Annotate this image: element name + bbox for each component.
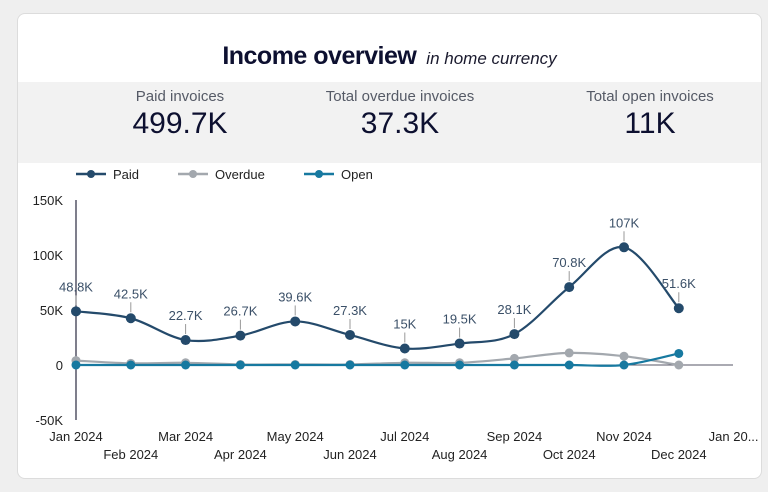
- legend-marker-overdue: [189, 170, 197, 178]
- y-tick-label: -50K: [36, 413, 64, 428]
- kpi-band: Paid invoices 499.7K Total overdue invoi…: [18, 82, 761, 163]
- paid-data-label: 28.1K: [497, 302, 531, 317]
- kpi-open: Total open invoices 11K: [530, 88, 761, 141]
- y-tick-label: 50K: [40, 303, 63, 318]
- open-point: [126, 360, 136, 370]
- open-point: [564, 360, 574, 370]
- legend-label-paid: Paid: [113, 167, 139, 182]
- overdue-point: [619, 351, 629, 361]
- paid-data-label: 19.5K: [443, 312, 477, 327]
- x-tick-label: Apr 2024: [214, 447, 267, 462]
- income-overview-card: Income overview in home currency Paid inv…: [17, 13, 762, 479]
- paid-data-label: 26.7K: [223, 304, 257, 319]
- open-point: [345, 360, 355, 370]
- paid-point: [180, 335, 191, 346]
- open-point: [181, 360, 191, 370]
- x-tick-label: Nov 2024: [596, 429, 652, 444]
- x-tick-label: Jan 2024: [49, 429, 103, 444]
- x-tick-label: Oct 2024: [543, 447, 596, 462]
- paid-point: [399, 343, 410, 354]
- open-point: [674, 348, 684, 358]
- paid-point: [345, 329, 355, 340]
- kpi-label: Total open invoices: [586, 88, 714, 105]
- x-tick-label: May 2024: [267, 429, 324, 444]
- open-point: [71, 360, 81, 370]
- x-tick-label: Jul 2024: [380, 429, 429, 444]
- legend-label-open: Open: [341, 167, 373, 182]
- paid-data-label: 48.8K: [59, 279, 93, 294]
- open-point: [455, 360, 465, 370]
- open-point: [400, 360, 410, 370]
- paid-point: [125, 313, 136, 324]
- x-tick-label: Feb 2024: [103, 447, 158, 462]
- x-tick-label: Dec 2024: [651, 447, 707, 462]
- paid-data-label: 39.6K: [278, 289, 312, 304]
- overdue-point: [564, 348, 574, 358]
- paid-point: [564, 282, 575, 293]
- x-tick-label: Aug 2024: [432, 447, 488, 462]
- paid-data-label: 15K: [393, 317, 416, 332]
- paid-data-label: 22.7K: [169, 308, 203, 323]
- legend-label-overdue: Overdue: [215, 167, 265, 182]
- title-main: Income overview: [222, 42, 417, 70]
- card-title: Income overview in home currency: [18, 42, 761, 71]
- paid-point: [290, 316, 301, 327]
- paid-data-label: 42.5K: [114, 286, 148, 301]
- y-tick-label: 150K: [33, 193, 64, 208]
- paid-point: [454, 338, 465, 349]
- y-tick-label: 100K: [33, 248, 64, 263]
- kpi-overdue: Total overdue invoices 37.3K: [280, 88, 520, 141]
- kpi-value: 499.7K: [132, 107, 228, 140]
- x-tick-label: Sep 2024: [487, 429, 543, 444]
- paid-data-label: 107K: [609, 215, 640, 230]
- paid-point: [71, 306, 81, 317]
- open-point: [509, 360, 519, 370]
- paid-data-label: 51.6K: [662, 276, 696, 291]
- paid-point: [235, 330, 246, 341]
- legend-marker-open: [315, 170, 323, 178]
- paid-data-label: 70.8K: [552, 255, 586, 270]
- series-line-open: [76, 352, 680, 367]
- kpi-label: Total overdue invoices: [325, 88, 475, 105]
- open-point: [235, 360, 245, 370]
- overdue-point: [509, 353, 519, 363]
- kpi-value: 11K: [624, 107, 676, 140]
- open-point: [619, 360, 629, 370]
- paid-data-label: 27.3K: [333, 303, 367, 318]
- open-point: [290, 360, 300, 370]
- paid-point: [673, 303, 684, 314]
- kpi-label: Paid invoices: [135, 88, 225, 105]
- legend-marker-paid: [87, 170, 95, 178]
- series-line-overdue: [75, 351, 679, 367]
- series-line-paid: [75, 246, 680, 350]
- paid-point: [509, 329, 520, 340]
- x-tick-label: Mar 2024: [158, 429, 213, 444]
- paid-point: [619, 242, 629, 253]
- kpi-value: 37.3K: [360, 107, 440, 140]
- overdue-point: [674, 360, 684, 370]
- y-tick-label: 0: [56, 358, 63, 373]
- kpi-paid: Paid invoices 499.7K: [60, 88, 300, 141]
- x-tick-label: Jan 20...: [709, 429, 759, 444]
- title-subtitle: in home currency: [426, 49, 557, 68]
- x-tick-label: Jun 2024: [323, 447, 377, 462]
